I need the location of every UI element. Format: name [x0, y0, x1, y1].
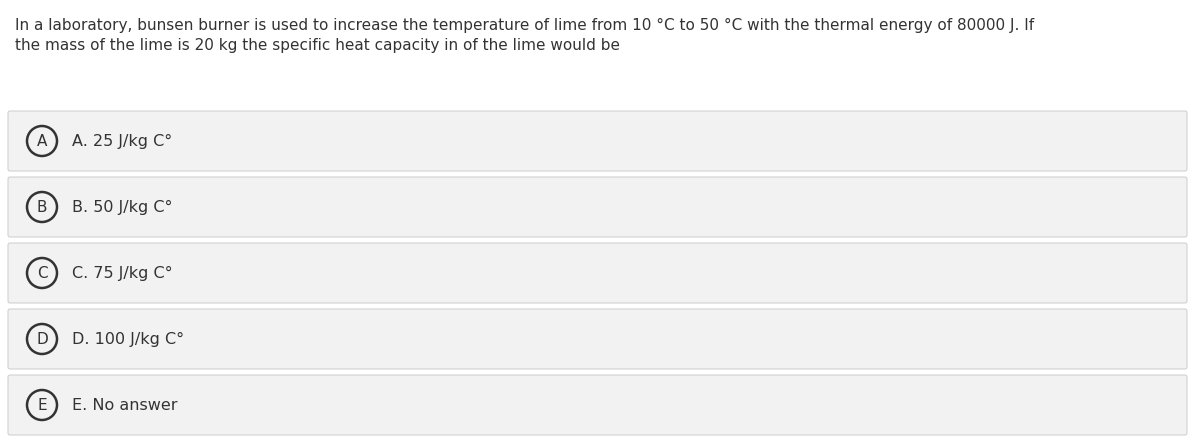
- FancyBboxPatch shape: [8, 111, 1187, 171]
- Text: B. 50 J/kg C°: B. 50 J/kg C°: [72, 199, 173, 214]
- Text: In a laboratory, bunsen burner is used to increase the temperature of lime from : In a laboratory, bunsen burner is used t…: [14, 18, 1034, 33]
- Ellipse shape: [28, 126, 58, 156]
- Text: E. No answer: E. No answer: [72, 397, 178, 412]
- FancyBboxPatch shape: [8, 375, 1187, 435]
- Text: C. 75 J/kg C°: C. 75 J/kg C°: [72, 265, 173, 280]
- Text: A. 25 J/kg C°: A. 25 J/kg C°: [72, 134, 173, 149]
- FancyBboxPatch shape: [8, 177, 1187, 237]
- FancyBboxPatch shape: [8, 243, 1187, 303]
- Text: C: C: [37, 265, 47, 280]
- Text: the mass of the lime is 20 kg the specific heat capacity in of the lime would be: the mass of the lime is 20 kg the specif…: [14, 38, 620, 53]
- Text: B: B: [37, 199, 47, 214]
- Ellipse shape: [28, 390, 58, 420]
- Ellipse shape: [28, 258, 58, 288]
- Text: A: A: [37, 134, 47, 149]
- Text: E: E: [37, 397, 47, 412]
- Ellipse shape: [28, 324, 58, 354]
- FancyBboxPatch shape: [8, 309, 1187, 369]
- Text: D. 100 J/kg C°: D. 100 J/kg C°: [72, 332, 184, 347]
- Ellipse shape: [28, 192, 58, 222]
- Text: D: D: [36, 332, 48, 347]
